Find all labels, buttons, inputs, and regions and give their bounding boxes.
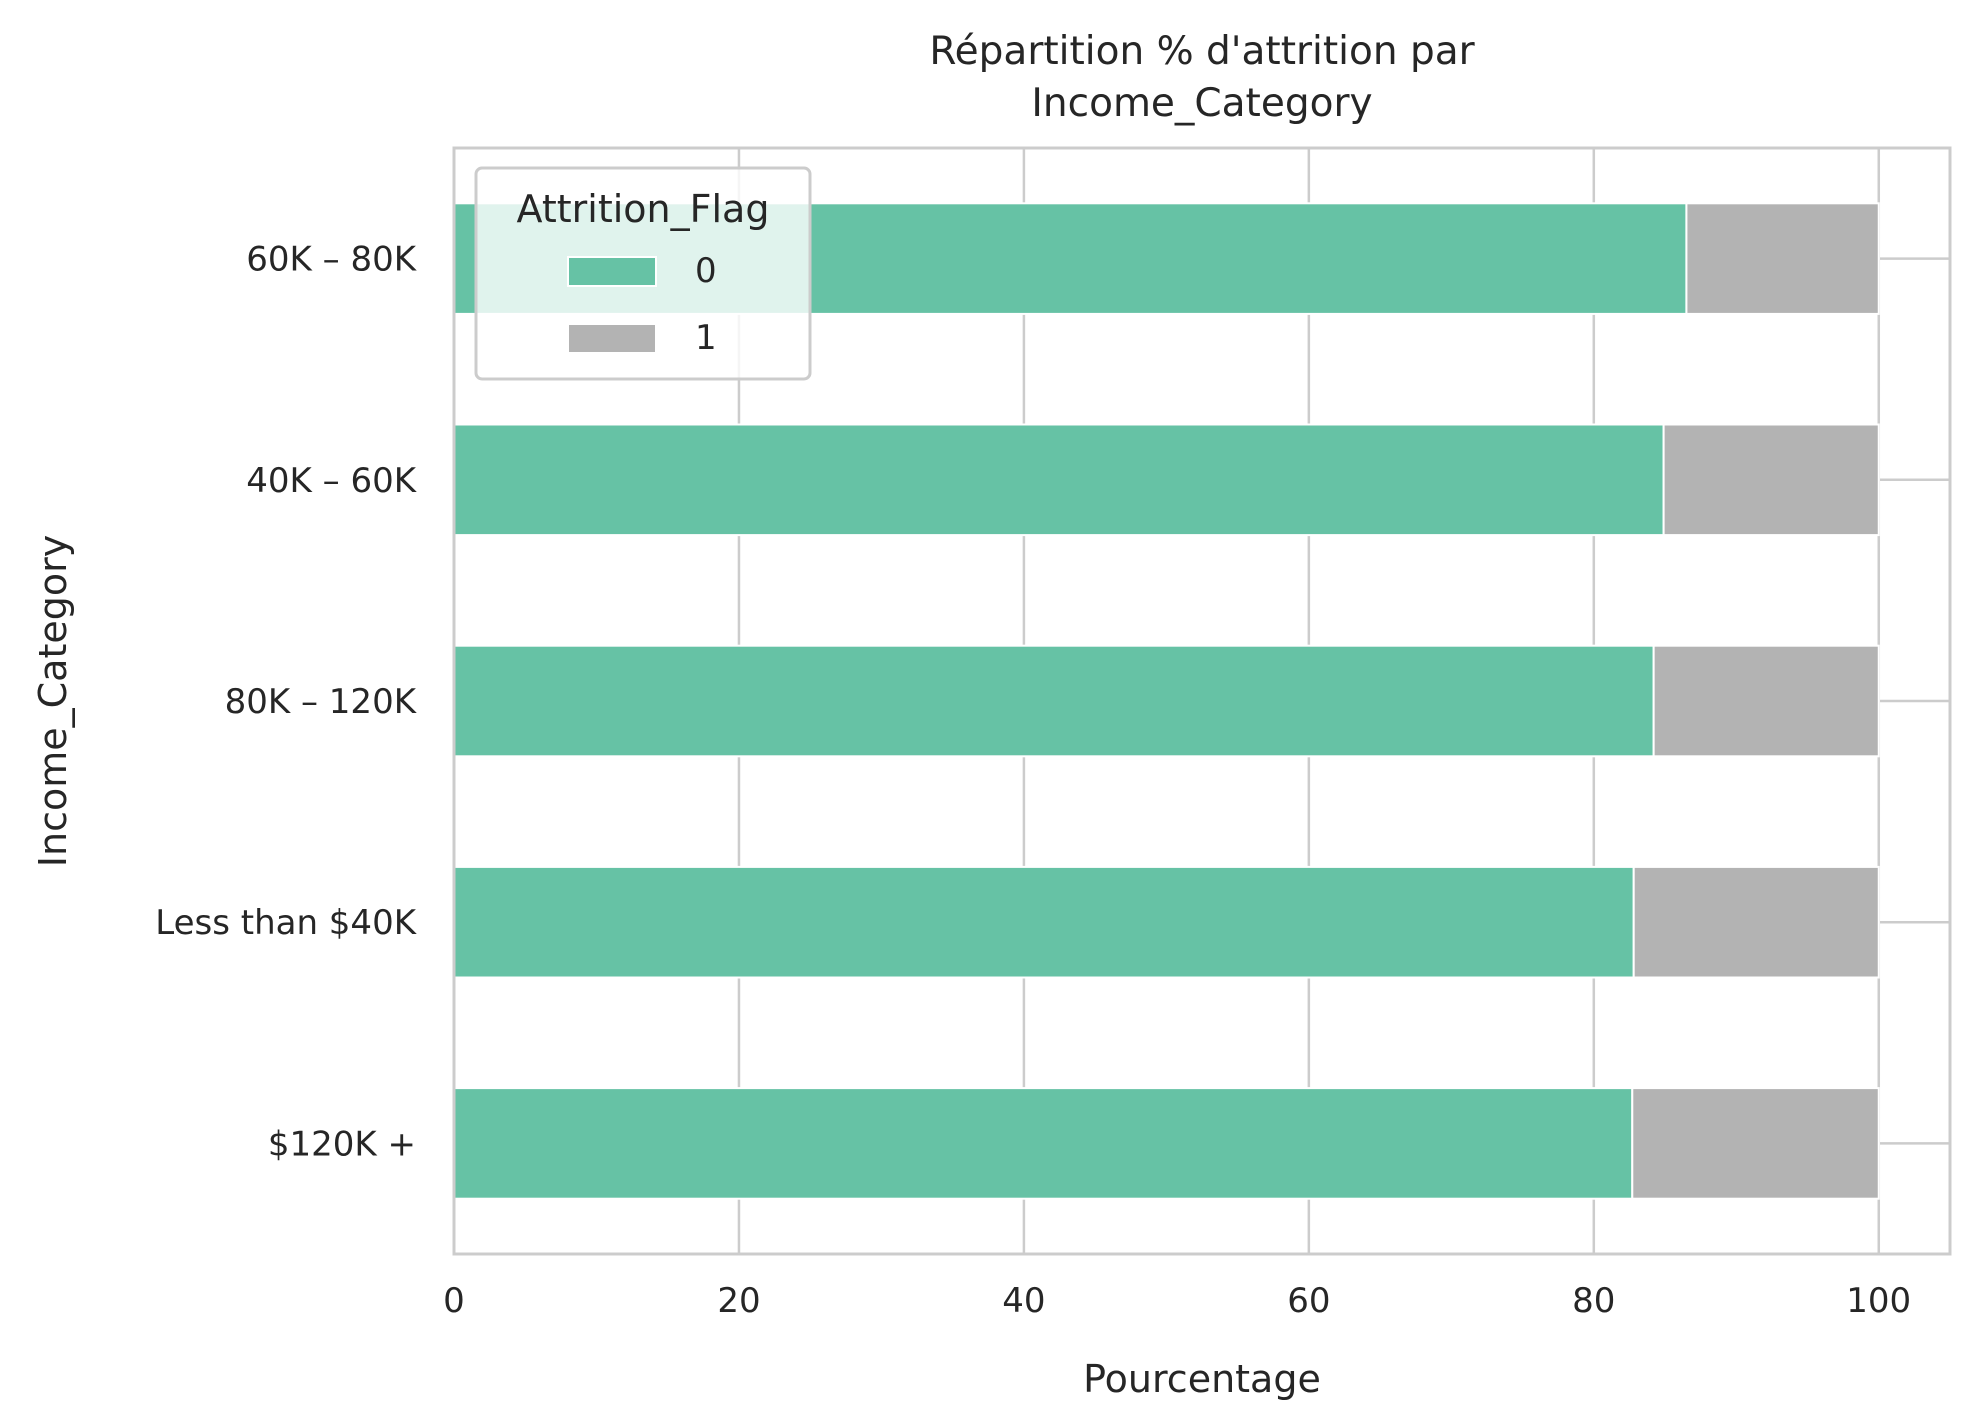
x-axis-label: Pourcentage [1083, 1357, 1321, 1401]
y-tick-label: $120K + [268, 1124, 416, 1164]
bar-1-4 [1631, 1087, 1880, 1200]
y-tick-label: Less than $40K [155, 903, 417, 943]
legend-title: Attrition_Flag [517, 187, 770, 231]
bar-1-1 [1662, 423, 1880, 537]
bar-1-2 [1652, 644, 1880, 758]
x-tick-label: 40 [1002, 1281, 1045, 1321]
legend-label-0: 0 [695, 251, 717, 291]
y-tick-label: 60K – 80K [246, 240, 417, 280]
x-tick-label: 100 [1846, 1281, 1911, 1321]
x-tick-label: 60 [1287, 1281, 1330, 1321]
bar-0-3 [453, 865, 1635, 979]
bar-0-1 [453, 423, 1665, 537]
chart-title-line-1: Répartition % d'attrition par [929, 29, 1475, 74]
y-tick-label: 80K – 120K [225, 682, 418, 722]
bar-0-2 [453, 644, 1655, 758]
chart-title-line-2: Income_Category [1031, 81, 1372, 126]
x-tick-label: 0 [443, 1281, 465, 1321]
x-tick-label: 20 [717, 1281, 760, 1321]
y-tick-label: 40K – 60K [246, 461, 417, 501]
bar-0-4 [453, 1087, 1634, 1200]
legend-swatch-1 [567, 323, 657, 354]
plot-frame [452, 146, 1952, 1256]
legend: Attrition_Flag 0 1 [474, 166, 812, 381]
legend-label-1: 1 [695, 318, 717, 358]
y-axis-label: Income_Category [31, 535, 75, 867]
legend-swatch-0 [567, 256, 657, 287]
bar-1-0 [1685, 202, 1880, 315]
tick-labels: 0 20 40 60 80 100 60K – 80K 40K – 60K 80K – 120K… [155, 240, 1911, 1321]
x-tick-label: 80 [1572, 1281, 1615, 1321]
bar-1-3 [1632, 865, 1880, 979]
